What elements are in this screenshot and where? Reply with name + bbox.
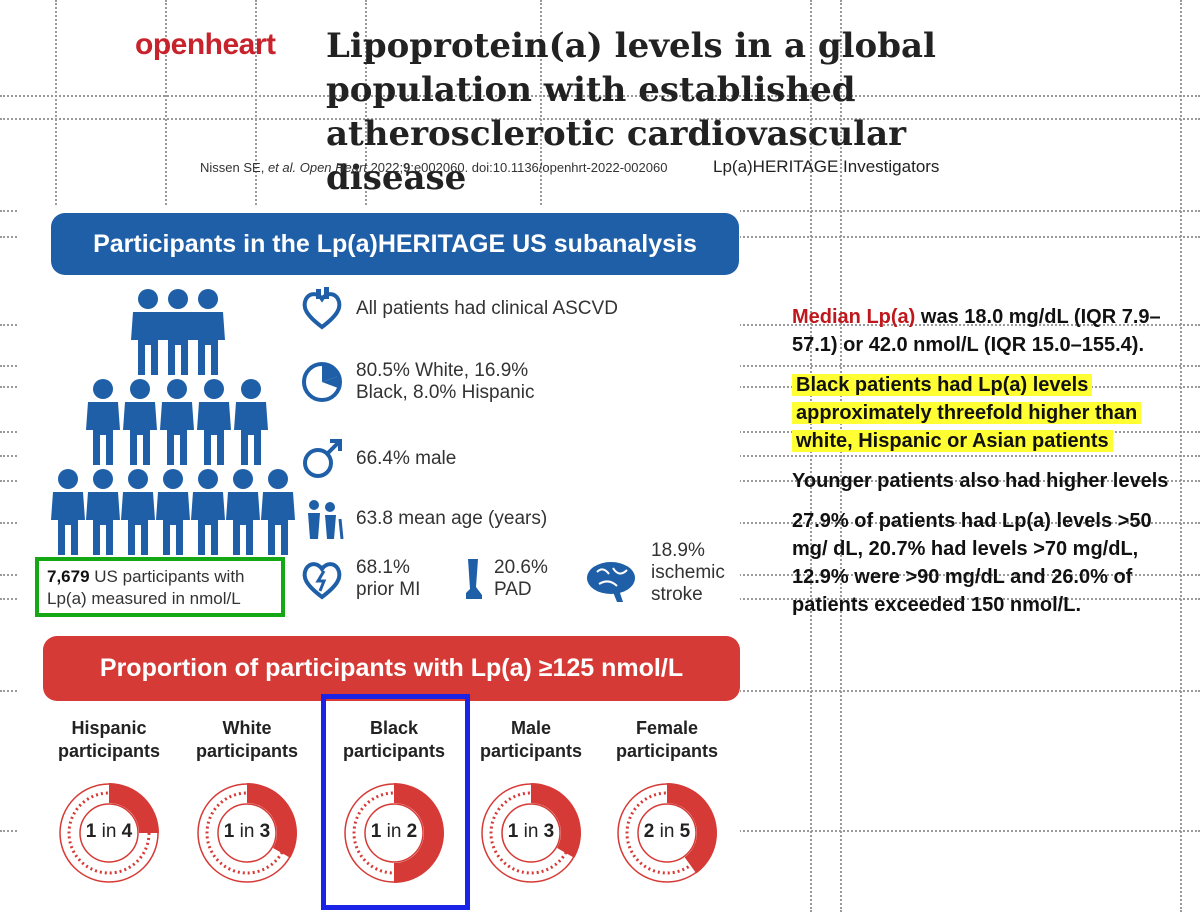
journal-logo: openheart [135,28,276,61]
people-pyramid-icon [51,289,295,555]
group-label-female: Female participants [615,718,719,761]
donut-black [344,783,444,883]
page-title: Lipoprotein(a) levels in a global popula… [326,26,936,198]
summary-median: Median Lp(a) was 18.0 mg/dL (IQR 7.9–57.… [792,306,1161,356]
donut-filled-segment [667,783,717,874]
group-label-male: Male participants [479,718,583,761]
investigators-label: Lp(a)HERITAGE Investigators [713,157,940,176]
summary-text: Median Lp(a) was 18.0 mg/dL (IQR 7.9–57.… [792,303,1182,631]
summary-black-patients: Black patients had Lp(a) levels approxim… [792,371,1182,455]
group-label-black: Black participants [342,718,446,761]
summary-thresholds: 27.9% of patients had Lp(a) levels >50 m… [792,510,1152,616]
donut-hole [217,803,277,863]
stat-age: 63.8 mean age (years) [300,497,547,541]
ratio-hispanic: 1 in 4 [85,821,133,842]
group-label-white: White participants [195,718,299,761]
group-label-hispanic: Hispanic participants [57,718,161,761]
summary-younger: Younger patients also had higher levels [792,470,1169,492]
stat-prior-mi: 68.1% prior MI [300,557,426,601]
donut-male [481,783,581,883]
ratio-white: 1 in 3 [223,821,271,842]
pie-chart-icon [302,362,342,402]
brain-icon [587,562,635,602]
donut-filled-segment [109,783,159,833]
donut-hole [364,803,424,863]
ratio-female: 2 in 5 [643,821,691,842]
stat-ethnicity: 80.5% White, 16.9% Black, 8.0% Hispanic [300,360,566,404]
heart-attack-icon [302,562,342,600]
ratio-male: 1 in 3 [507,821,555,842]
citation: Nissen SE, et al. Open Heart 2022;9:e002… [200,160,668,175]
donut-hole [501,803,561,863]
infographic-panel: Participants in the Lp(a)HERITAGE US sub… [18,205,740,912]
elderly-people-icon [308,500,344,540]
participants-banner: Participants in the Lp(a)HERITAGE US sub… [51,213,739,275]
donut-filled-segment [531,783,581,858]
male-symbol-icon [303,439,342,478]
highlight-box-black [321,694,470,910]
us-participants-box: 7,679 US participants with Lp(a) measure… [35,557,285,617]
stat-pad: 20.6% PAD [458,557,564,601]
heart-icon [302,287,342,330]
donut-hole [79,803,139,863]
donut-hispanic [59,783,159,883]
donut-white [197,783,297,883]
proportion-banner: Proportion of participants with Lp(a) ≥1… [43,636,740,701]
donut-female [617,783,717,883]
stat-male: 66.4% male [300,437,456,481]
donut-filled-segment [394,783,444,883]
stat-ascvd: All patients had clinical ASCVD [300,287,618,331]
donut-hole [637,803,697,863]
stat-stroke: 18.9% ischemic stroke [583,540,746,606]
donut-filled-segment [247,783,297,858]
ratio-black: 1 in 2 [370,821,418,842]
leg-icon [466,559,482,599]
